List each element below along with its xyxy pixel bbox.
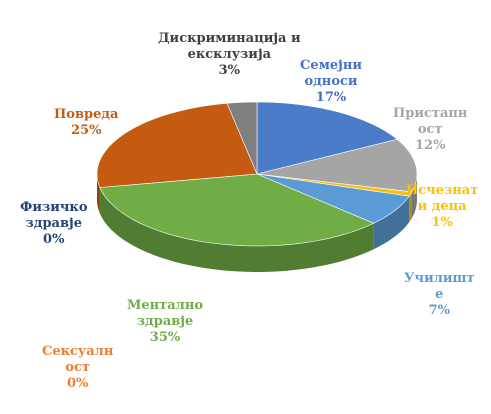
label-school: Училишт е 7% bbox=[404, 271, 475, 319]
label-discrimination: Дискриминација и ексклузија 3% bbox=[158, 31, 301, 79]
pie-slice-8 bbox=[226, 101, 258, 175]
label-physical-health: Физичко здравје 0% bbox=[20, 200, 88, 248]
pie-side-4 bbox=[99, 187, 374, 272]
label-line: Повреда bbox=[54, 107, 119, 122]
label-line: 7% bbox=[428, 303, 450, 318]
label-accessibility: Пристапн ост 12% bbox=[393, 106, 467, 154]
label-missing-children: Исчезнат и деца 1% bbox=[406, 183, 478, 231]
pie-side-3 bbox=[373, 196, 410, 250]
label-line: ост bbox=[65, 360, 90, 375]
label-line: е bbox=[435, 287, 444, 302]
label-line: 0% bbox=[66, 376, 89, 391]
label-line: и деца bbox=[417, 199, 467, 214]
label-line: здравје bbox=[136, 314, 194, 329]
label-line: 3% bbox=[218, 63, 241, 78]
pie-slice-1 bbox=[256, 138, 418, 193]
label-line: 0% bbox=[43, 232, 65, 247]
label-line: Семејни bbox=[300, 58, 363, 73]
pie-slice-7 bbox=[96, 102, 258, 188]
label-line: здравје bbox=[25, 216, 82, 231]
pie-side-1 bbox=[411, 174, 417, 218]
pie-slice-0 bbox=[256, 101, 398, 175]
pie-side-layer bbox=[97, 174, 417, 272]
label-line: Физичко bbox=[20, 200, 88, 215]
label-line: Дискриминација и bbox=[158, 31, 301, 46]
label-line: 12% bbox=[414, 138, 446, 153]
label-family-relations: Семејни односи 17% bbox=[300, 58, 362, 106]
label-line: Ментално bbox=[127, 298, 204, 313]
pie-side-2 bbox=[409, 191, 412, 223]
label-sexuality: Сексуалн ост 0% bbox=[42, 344, 113, 392]
label-line: 35% bbox=[149, 330, 181, 345]
label-line: 1% bbox=[431, 215, 453, 230]
label-mental-health: Ментално здравје 35% bbox=[127, 298, 203, 346]
label-line: Сексуалн bbox=[42, 344, 114, 359]
label-line: ост bbox=[417, 122, 443, 137]
label-line: 17% bbox=[315, 90, 347, 105]
label-line: односи bbox=[304, 74, 358, 89]
label-line: ексклузија bbox=[187, 47, 272, 62]
label-injury: Повреда 25% bbox=[54, 107, 118, 139]
pie-slice-3 bbox=[256, 173, 410, 224]
label-line: 25% bbox=[70, 123, 102, 138]
pie-slice-4 bbox=[99, 173, 375, 247]
pie-top-layer bbox=[96, 101, 418, 247]
label-line: Училишт bbox=[404, 271, 475, 286]
label-line: Исчезнат bbox=[406, 183, 479, 198]
pie-side-7 bbox=[97, 174, 100, 214]
label-line: Пристапн bbox=[393, 106, 468, 121]
